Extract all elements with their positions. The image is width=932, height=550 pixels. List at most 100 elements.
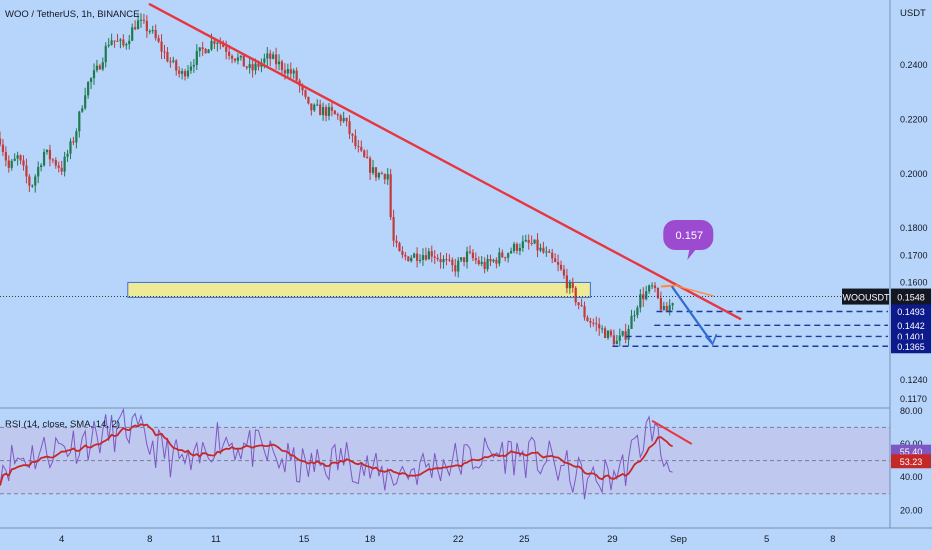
time-tick-label: 22 <box>453 534 464 545</box>
candle-body <box>357 146 360 148</box>
candle-body <box>407 256 410 262</box>
candle-body <box>63 156 66 172</box>
candle-body <box>380 173 383 175</box>
time-tick-label: 4 <box>59 534 64 545</box>
rsi-tick-label: 60.00 <box>900 439 923 449</box>
candle-body <box>125 44 128 46</box>
candle-body <box>556 261 560 265</box>
support-zone-rect <box>127 281 591 298</box>
candle-body <box>269 53 272 59</box>
candle-body <box>42 151 46 166</box>
time-tick-label: 29 <box>607 534 618 545</box>
price-tick-label: 0.1800 <box>900 223 928 233</box>
candle-body <box>107 44 110 46</box>
candle-body <box>186 70 190 77</box>
candle-body <box>530 242 533 244</box>
candle-body <box>442 259 445 263</box>
candle-body <box>19 155 22 161</box>
candle-body <box>360 146 363 151</box>
candle-body <box>477 260 480 264</box>
projection-arrows <box>660 284 718 346</box>
candle-body <box>448 259 451 261</box>
candle-body <box>310 103 313 111</box>
candle-body <box>201 47 204 50</box>
candle-body <box>533 239 536 244</box>
price-tick-label: 0.2000 <box>900 169 928 179</box>
candle-body <box>495 259 498 264</box>
candle-body <box>509 251 513 254</box>
candle-body <box>433 256 436 258</box>
candle-body <box>51 159 54 161</box>
candle-body <box>404 254 407 257</box>
candle-body <box>627 328 630 340</box>
candle-body <box>460 257 463 261</box>
candle-body <box>7 160 10 168</box>
currency-label: USDT <box>900 8 926 19</box>
time-tick-label: 11 <box>211 534 221 545</box>
candle-body <box>301 85 304 91</box>
candle-body <box>363 150 366 157</box>
down-arrow-head <box>704 333 718 346</box>
price-tick-label: 0.2200 <box>900 114 928 124</box>
candle-body <box>242 55 245 67</box>
candle-body <box>354 135 357 147</box>
candle-body <box>621 331 624 336</box>
candle-body <box>410 257 413 262</box>
candle-body <box>395 240 398 243</box>
candle-body <box>225 46 228 52</box>
symbol-tag-bg <box>842 288 889 305</box>
candle-body <box>280 61 284 71</box>
candle-body <box>483 261 486 270</box>
candle-body <box>175 60 178 71</box>
candle-body <box>401 251 404 255</box>
candle-body <box>659 297 662 310</box>
candle-body <box>275 54 278 65</box>
candle-body <box>210 40 213 50</box>
candle-body <box>333 110 336 115</box>
candle-body <box>648 285 651 292</box>
candle-body <box>75 131 78 143</box>
candle-body <box>542 247 545 253</box>
candle-body <box>498 252 501 264</box>
candle-body <box>486 258 489 270</box>
candle-body <box>598 324 601 329</box>
candle-body <box>645 291 648 300</box>
candle-body <box>606 330 610 338</box>
candle-body <box>665 305 668 313</box>
candle-body <box>183 71 187 77</box>
candle-body <box>580 304 583 307</box>
candle-body <box>95 65 99 71</box>
candle-body <box>504 257 507 259</box>
candle-body <box>342 117 345 122</box>
candle-body <box>603 328 607 338</box>
candle-body <box>28 176 31 186</box>
candle-body <box>451 259 454 266</box>
orange-marker-2 <box>678 285 714 297</box>
candle-body <box>348 121 351 134</box>
candle-body <box>527 239 530 243</box>
chart-title: WOO / TetherUS, 1h, BINANCE <box>5 9 139 20</box>
candle-body <box>430 251 433 257</box>
candle-body <box>13 158 16 161</box>
target-tag: 0.1442 <box>897 321 925 331</box>
candle-body <box>345 117 348 122</box>
candle-body <box>189 66 193 71</box>
candle-body <box>601 328 604 330</box>
candle-body <box>169 61 172 63</box>
target-levels <box>612 310 888 347</box>
price-bubble[interactable]: 0.157 <box>663 220 714 260</box>
candle-body <box>454 265 457 272</box>
candle-body <box>163 51 166 53</box>
candle-body <box>84 95 87 109</box>
candle-body <box>233 58 237 61</box>
target-tag-bg <box>891 304 931 319</box>
candle-body <box>489 258 492 262</box>
rsi-line <box>0 407 673 500</box>
target-tag: 0.1365 <box>897 342 925 352</box>
candle-body <box>72 141 75 143</box>
candle-body <box>236 57 240 61</box>
candle-body <box>40 165 43 168</box>
candle-body <box>204 49 207 54</box>
